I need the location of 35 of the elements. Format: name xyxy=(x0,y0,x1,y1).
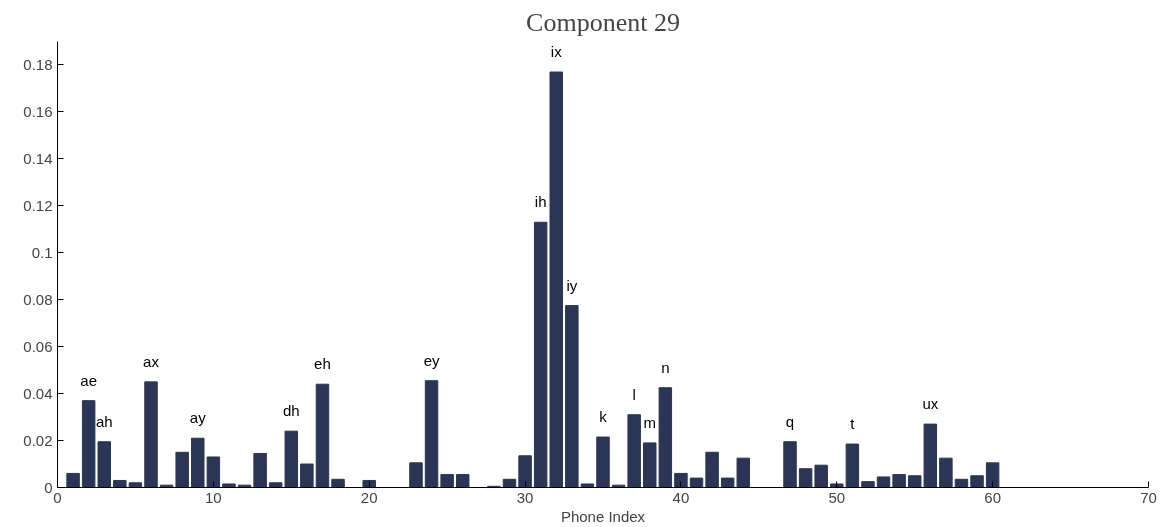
y-tick-label: 0.1 xyxy=(31,243,53,261)
x-axis-title: Phone Index xyxy=(560,507,646,525)
annotation: ix xyxy=(550,43,563,61)
y-tick-label: 0.04 xyxy=(23,384,53,402)
annotation: ae xyxy=(80,371,98,389)
annotation: ax xyxy=(143,352,160,370)
annotation: t xyxy=(850,415,856,433)
y-tick-label: 0.06 xyxy=(23,337,53,355)
y-tick-label: 0.12 xyxy=(23,196,53,214)
annotation: m xyxy=(643,413,657,431)
annotation: l xyxy=(632,385,636,403)
annotation: n xyxy=(661,358,670,376)
y-tick-label: 0.02 xyxy=(23,431,53,449)
y-tick-label: 0.18 xyxy=(23,55,53,73)
annotation: ux xyxy=(922,395,939,413)
x-tick-label: 10 xyxy=(205,488,222,506)
x-tick-label: 50 xyxy=(828,488,846,506)
x-tick-label: 60 xyxy=(984,488,1001,506)
annotation: ih xyxy=(534,193,547,211)
annotation: k xyxy=(599,408,608,426)
annotation: iy xyxy=(566,276,578,294)
chart-title: Component 29 xyxy=(526,7,680,37)
x-tick-label: 40 xyxy=(672,488,690,506)
annotation: ay xyxy=(189,409,207,427)
x-tick-label: 70 xyxy=(1140,488,1157,506)
annotation: ey xyxy=(423,351,440,369)
annotation: ah xyxy=(95,412,113,430)
y-tick-label: 0.14 xyxy=(23,149,53,167)
x-tick-label: 20 xyxy=(360,488,378,506)
annotation: q xyxy=(785,412,795,430)
y-tick-label: 0.08 xyxy=(23,290,53,308)
annotation: eh xyxy=(314,355,331,373)
y-tick-label: 0.16 xyxy=(23,102,53,120)
x-tick-label: 30 xyxy=(516,488,534,506)
annotation: dh xyxy=(282,402,300,420)
